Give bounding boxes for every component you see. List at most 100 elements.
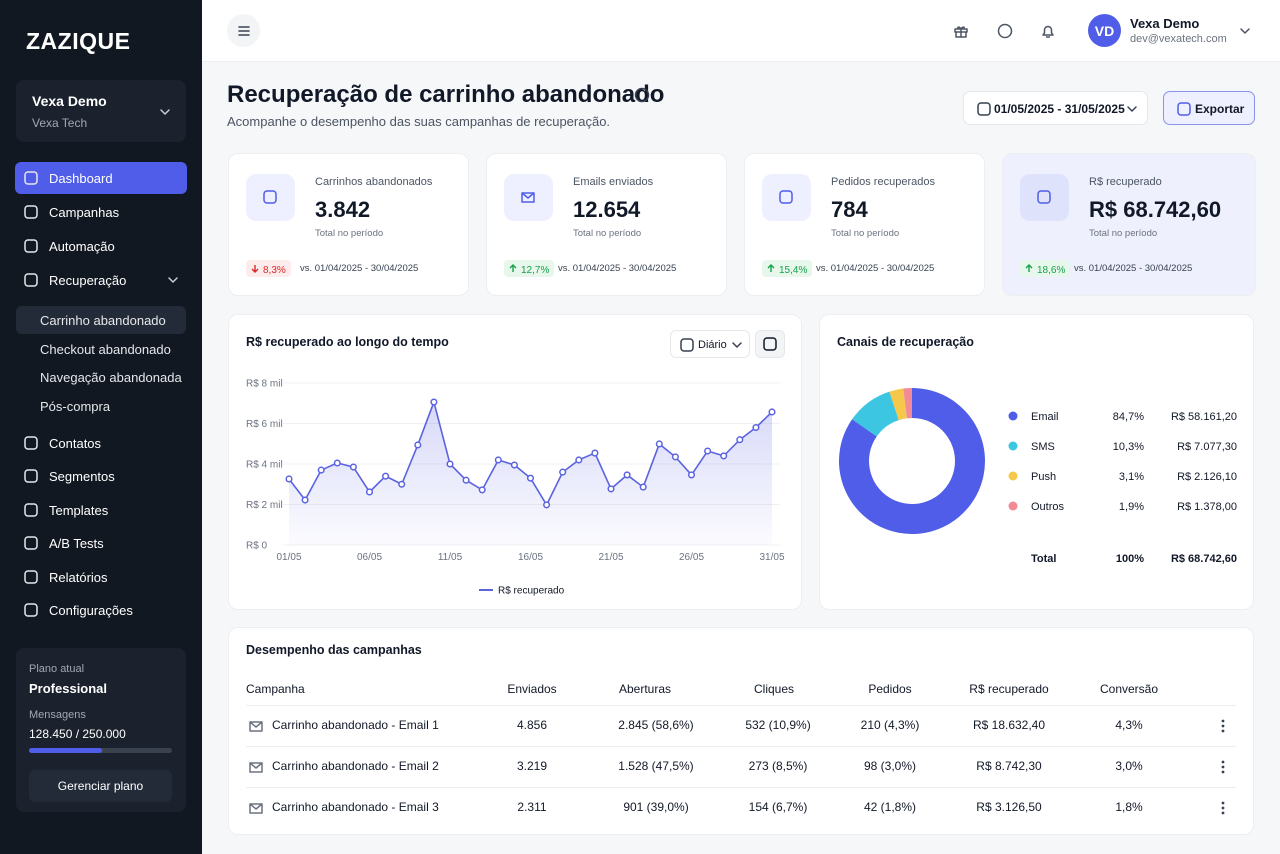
icon-shape [24,205,38,219]
row-menu[interactable] [1217,800,1229,816]
icon [24,171,38,185]
icon-shape [521,192,535,203]
icon [263,190,277,204]
dot [1221,765,1225,769]
avatar: VD [1088,14,1121,47]
row-divider [246,787,1236,788]
export-button[interactable]: Exportar [1163,91,1255,125]
kpi-card: Pedidos recuperados 784 Total no período 15… [744,153,985,296]
nav-item[interactable]: Contatos [15,427,187,459]
chart-title: R$ recuperado ao longo do tempo [246,335,449,349]
subnav-label: Navegação abandonada [40,370,182,385]
icon [954,26,968,38]
arrow-shape [767,264,775,272]
kpi-note: Total no período [573,228,642,239]
nav-label: Segmentos [49,469,115,485]
nav-item[interactable]: Configurações [15,594,187,626]
subnav-item[interactable]: Pós-compra [16,392,186,420]
nav-item[interactable]: Automação [15,230,187,262]
subnav-item[interactable]: Checkout abandonado [16,335,186,363]
cell: R$ 3.126,50 [976,800,1042,814]
nav-item[interactable]: Segmentos [15,460,187,492]
cell: 98 (3,0%) [863,759,917,773]
kpi-value: 12.654 [573,197,641,222]
dot [1221,801,1225,805]
icon-shape [237,25,250,36]
icon [1221,801,1225,815]
icon-shape [634,87,650,103]
icon-button[interactable] [1039,22,1057,40]
kpi-value: R$ 68.742,60 [1089,197,1222,222]
campaign-name: Carrinho abandonado - Email 3 [272,800,439,814]
nav-item[interactable]: Recuperação [15,264,187,296]
icon-shape [24,603,38,617]
subnav-label: Checkout abandonado [40,341,171,357]
line-chart-card: R$ recuperado ao longo do tempo Diário [228,314,802,610]
icon [24,205,38,219]
kpi-comparison: vs. 01/04/2025 - 30/04/2025 [816,263,935,274]
icon-shape [954,26,968,38]
button-label: Gerenciar plano [57,779,144,793]
kpi-card: R$ recuperado R$ 68.742,60 Total no períod… [1002,153,1256,296]
column-header: Conversão [1099,682,1159,696]
kpi-label: Carrinhos abandonados [315,176,433,188]
kpi-change: 15,4% [762,260,813,277]
icon [1037,190,1051,204]
cell: 532 (10,9%) [745,718,811,732]
kpi-value: 784 [831,197,868,222]
nav-item[interactable]: Templates [15,494,187,526]
arrow-shape [251,265,259,273]
cell: 2.311 [517,800,547,814]
cell: R$ 18.632,40 [972,718,1046,732]
nav-label: Relatórios [49,569,108,585]
chart-type-button[interactable] [755,330,785,358]
subnav-item[interactable]: Navegação abandonada [16,363,186,391]
dot [1221,760,1225,764]
subnav-label: Pós-compra [40,398,111,414]
icon [634,87,650,103]
cell: 42 (1,8%) [863,800,917,814]
icon-shape [1042,25,1054,38]
kpi-change: 12,7% [504,260,555,277]
icon [732,342,742,348]
messages-caption: Mensagens [29,709,86,721]
icon-shape [680,338,694,352]
nav-label: Automação [49,239,115,254]
icon-button[interactable] [996,22,1014,40]
icon [1042,25,1054,38]
kpi-note: Total no período [1089,228,1158,239]
icon-button[interactable] [952,22,970,40]
icon-shape [160,109,170,115]
nav-item[interactable]: Dashboard [15,162,187,194]
subnav-item[interactable]: Carrinho abandonado [16,306,186,334]
account-switcher[interactable]: Vexa Demo Vexa Tech [16,80,186,142]
icon [24,569,38,584]
nav-item[interactable]: Relatórios [15,561,187,593]
nav-item[interactable]: Campanhas [15,196,187,228]
row-menu[interactable] [1217,759,1229,775]
kpi-label: Emails enviados [573,176,654,188]
icon [160,109,170,115]
icon-shape [249,721,263,732]
icon-shape [24,436,38,450]
kpi-card: Carrinhos abandonados 3.842 Total no perío… [228,153,469,296]
user-name: Vexa Demo [1130,16,1200,31]
usage-bar [29,748,103,753]
menu-button[interactable] [227,14,260,47]
icon [24,469,38,484]
cell: 901 (39,0%) [623,800,689,814]
nav-label: A/B Tests [49,536,104,552]
date-range: 01/05/2025 - 31/05/2025 [994,102,1125,116]
column-header: Cliques [753,682,795,696]
date-range-picker[interactable]: 01/05/2025 - 31/05/2025 [963,91,1148,125]
chart-title: Canais de recuperação [837,335,974,349]
period-filter[interactable]: Diário [670,330,750,358]
row-menu[interactable] [1217,718,1229,734]
change-value: 18,6% [1037,265,1066,276]
nav-item[interactable]: A/B Tests [15,527,187,559]
user-menu[interactable] [1237,23,1253,39]
manage-plan-button[interactable]: Gerenciar plano [29,770,172,802]
icon [237,25,250,36]
cell: 2.845 (58,6%) [618,718,694,732]
